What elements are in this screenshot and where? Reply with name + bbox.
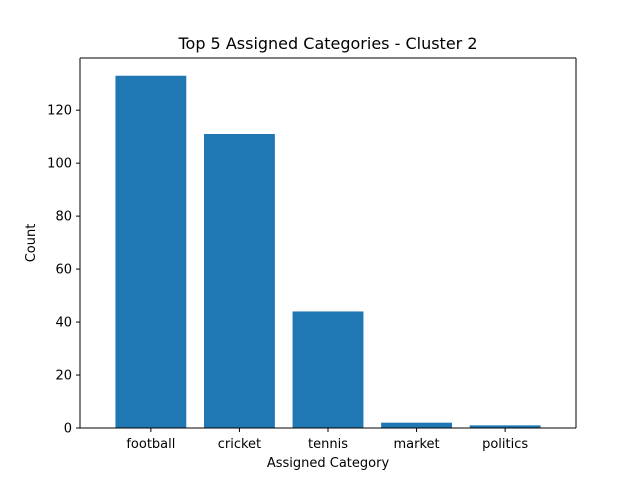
y-tick-label: 120 <box>47 104 72 119</box>
chart-title: Top 5 Assigned Categories - Cluster 2 <box>177 34 477 53</box>
y-tick-label: 100 <box>47 157 72 172</box>
x-tick-label: football <box>126 437 175 452</box>
y-tick-label: 0 <box>64 422 72 437</box>
x-ticks-group: football cricket tennis market politics <box>126 428 528 452</box>
x-tick-label: politics <box>482 437 528 452</box>
y-tick-label: 40 <box>55 316 72 331</box>
y-ticks-group: 0 20 40 60 80 100 120 <box>47 104 80 437</box>
bar-cricket <box>204 134 275 428</box>
x-tick-label: cricket <box>218 437 261 452</box>
x-tick-label: market <box>393 437 439 452</box>
y-tick-label: 60 <box>55 263 72 278</box>
y-axis-label: Count <box>24 224 39 263</box>
y-tick-label: 20 <box>55 369 72 384</box>
x-tick-label: tennis <box>308 437 348 452</box>
bar-football <box>115 75 187 428</box>
y-tick-label: 80 <box>55 210 72 225</box>
bar-politics <box>469 425 541 428</box>
x-axis-label: Assigned Category <box>267 456 390 471</box>
bars-group <box>115 75 541 428</box>
bar-market <box>381 422 452 428</box>
bar-tennis <box>292 311 364 428</box>
